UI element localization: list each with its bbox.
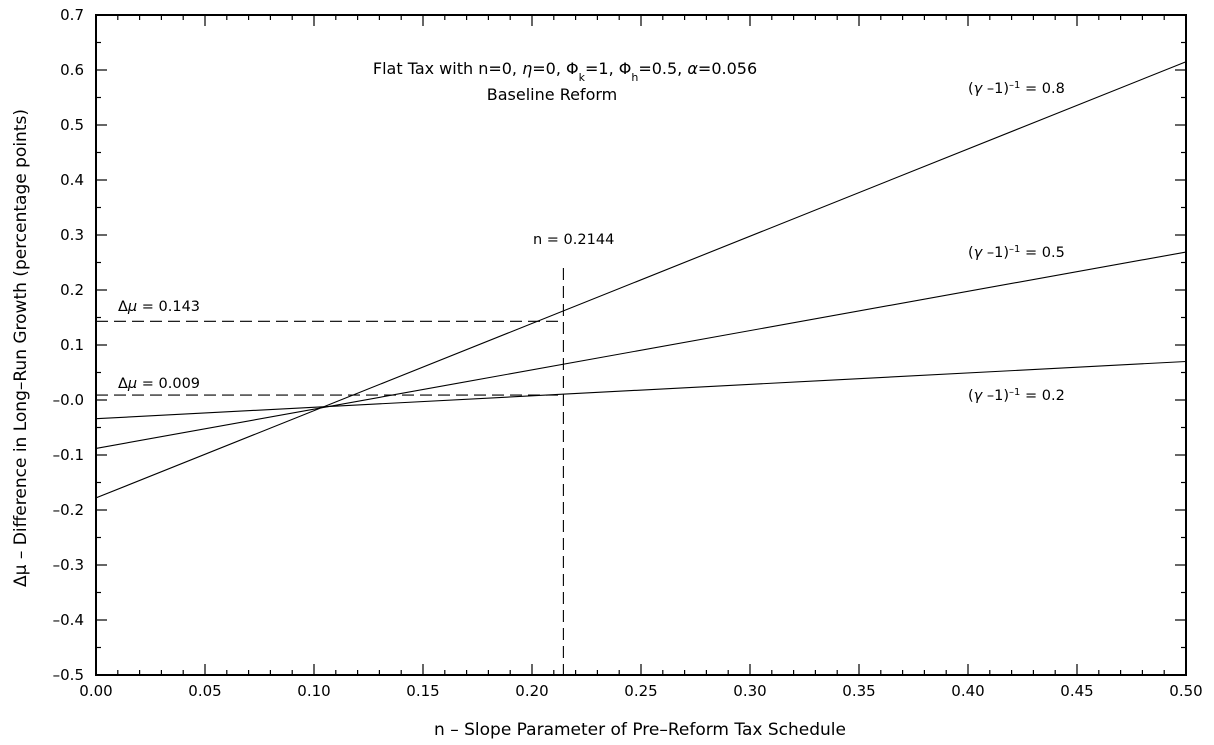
x-axis-label: n – Slope Parameter of Pre–Reform Tax Sc… [434, 720, 846, 740]
y-tick-label: 0.5 [60, 116, 84, 134]
x-tick-label: 0.05 [188, 682, 221, 700]
y-tick-label: 0.2 [60, 281, 84, 299]
series-label-gamma-0.2: (γ –1)–1 = 0.2 [968, 387, 1065, 405]
y-tick-label: –0.5 [53, 666, 84, 684]
series-line-gamma-0.5 [95, 251, 1187, 449]
series-line-gamma-0.2 [95, 360, 1187, 420]
y-tick-label: 0.4 [60, 171, 84, 189]
y-tick-label: 0.7 [60, 6, 84, 24]
annotation-dmu-0009: Δμ = 0.009 [118, 376, 200, 392]
y-tick-label: –0.0 [53, 391, 84, 409]
y-tick-label: –0.3 [53, 556, 84, 574]
x-tick-label: 0.50 [1169, 682, 1202, 700]
y-tick-label: 0.3 [60, 226, 84, 244]
x-tick-label: 0.20 [515, 682, 548, 700]
plot-frame [95, 14, 1187, 676]
y-axis-label: Δμ – Difference in Long–Run Growth (perc… [11, 109, 31, 587]
series-label-gamma-0.8: (γ –1)–1 = 0.8 [968, 80, 1065, 98]
x-tick-label: 0.35 [842, 682, 875, 700]
y-tick-label: –0.1 [53, 446, 84, 464]
annotation-n-value: n = 0.2144 [533, 232, 614, 248]
y-tick-label: –0.4 [53, 611, 84, 629]
x-tick-label: 0.45 [1060, 682, 1093, 700]
x-tick-label: 0.00 [79, 682, 112, 700]
x-tick-label: 0.40 [951, 682, 984, 700]
x-tick-label: 0.10 [297, 682, 330, 700]
x-tick-label: 0.30 [733, 682, 766, 700]
series-line-gamma-0.8 [95, 61, 1187, 499]
y-tick-label: 0.6 [60, 61, 84, 79]
annotation-dmu-0143: Δμ = 0.143 [118, 299, 200, 315]
x-tick-label: 0.25 [624, 682, 657, 700]
chart-title: Flat Tax with n=0, η=0, Φk=1, Φh=0.5, α=… [373, 59, 757, 84]
y-tick-label: 0.1 [60, 336, 84, 354]
series-label-gamma-0.5: (γ –1)–1 = 0.5 [968, 244, 1065, 262]
x-axis-ticks: 0.00 0.05 0.10 0.15 0.20 0.25 0.30 0.35 0.40 0.45… [79, 15, 1203, 700]
chart-subtitle: Baseline Reform [487, 85, 617, 104]
y-axis-ticks: –0.5 –0.4 –0.3 –0.2 –0.1 –0.0 0.1 0.2 0.3 0.4 0.5 0… [53, 6, 1186, 684]
x-tick-label: 0.15 [406, 682, 439, 700]
y-tick-label: –0.2 [53, 501, 84, 519]
